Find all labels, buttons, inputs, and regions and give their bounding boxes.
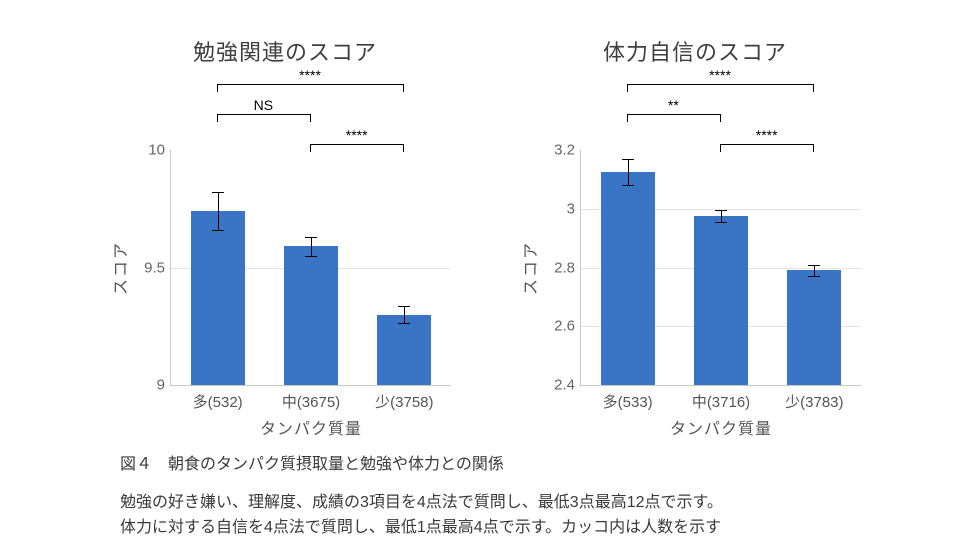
xtick-label: 中(3675) <box>282 391 340 412</box>
significance-bracket-tick <box>403 144 404 152</box>
plot-area: 2.42.62.833.2スコアタンパク質量多(533)中(3716)少(378… <box>580 150 861 386</box>
y-axis-title: スコア <box>107 240 131 294</box>
error-cap <box>212 192 224 193</box>
xtick-label: 少(3783) <box>785 391 843 412</box>
significance-label: ** <box>668 97 679 113</box>
figure-page: 勉強関連のスコア 99.510スコアタンパク質量多(532)中(3675)少(3… <box>0 0 980 551</box>
ytick-label: 3 <box>567 200 575 217</box>
chart-left-title: 勉強関連のスコア <box>193 35 377 67</box>
significance-bracket-tick <box>310 114 311 122</box>
error-cap <box>305 256 317 257</box>
caption-line-2: 体力に対する自信を4点法で質問し、最低1点最高4点で示す。カッコ内は人数を示す <box>120 516 860 541</box>
x-axis-title: タンパク質量 <box>260 415 362 439</box>
significance-bracket <box>627 84 814 85</box>
error-cap <box>305 237 317 238</box>
x-axis-title: タンパク質量 <box>670 415 772 439</box>
significance-bracket <box>217 114 310 115</box>
significance-bracket-tick <box>403 84 404 92</box>
ytick-label: 2.4 <box>554 377 575 394</box>
bar <box>787 270 841 385</box>
significance-label: NS <box>254 97 273 113</box>
ytick-label: 3.2 <box>554 142 575 159</box>
significance-bracket <box>627 114 720 115</box>
significance-bracket-tick <box>627 114 628 122</box>
caption-title: 図４ 朝食のタンパク質摂取量と勉強や体力との関係 <box>120 453 860 478</box>
significance-bracket-tick <box>627 84 628 92</box>
error-bar <box>628 159 629 185</box>
error-cap <box>808 276 820 277</box>
ytick-label: 10 <box>148 142 165 159</box>
significance-bracket-tick <box>720 144 721 152</box>
error-cap <box>212 230 224 231</box>
error-bar <box>721 210 722 222</box>
y-axis-title: スコア <box>517 240 541 294</box>
significance-bracket <box>720 144 813 145</box>
error-bar <box>404 306 405 322</box>
chart-left-body: 99.510スコアタンパク質量多(532)中(3675)少(3758)****N… <box>100 75 470 445</box>
significance-label: **** <box>299 67 321 83</box>
error-cap <box>715 222 727 223</box>
plot-area: 99.510スコアタンパク質量多(532)中(3675)少(3758) <box>170 150 451 386</box>
error-cap <box>622 185 634 186</box>
error-bar <box>218 192 219 230</box>
error-cap <box>398 323 410 324</box>
chart-right: 体力自信のスコア 2.4 2.6 2.8 3 3.2 スコアタンパク質量多(533) 中(3… <box>510 35 880 445</box>
figure-caption: 図４ 朝食のタンパク質摂取量と勉強や体力との関係 勉強の好き嫌い、理解度、成績の… <box>0 453 980 541</box>
significance-bracket <box>217 84 404 85</box>
ytick-label: 2.6 <box>554 318 575 335</box>
chart-right-title: 体力自信のスコア <box>603 35 787 67</box>
significance-label: **** <box>709 67 731 83</box>
ytick-label: 9.5 <box>144 259 165 276</box>
xtick-label: 多(532) <box>193 391 243 412</box>
bar <box>694 216 748 385</box>
significance-bracket-tick <box>217 114 218 122</box>
ytick-label: 9 <box>157 377 165 394</box>
bar <box>377 315 431 386</box>
xtick-label: 中(3716) <box>692 391 750 412</box>
xtick-label: 少(3758) <box>375 391 433 412</box>
error-bar <box>814 265 815 276</box>
charts-row: 勉強関連のスコア 99.510スコアタンパク質量多(532)中(3675)少(3… <box>0 0 980 445</box>
bar <box>191 211 245 385</box>
significance-label: **** <box>756 127 778 143</box>
significance-bracket-tick <box>217 84 218 92</box>
significance-bracket-tick <box>720 114 721 122</box>
error-cap <box>622 159 634 160</box>
chart-right-body: 2.4 2.6 2.8 3 3.2 スコアタンパク質量多(533) 中(3716) 少(378… <box>510 75 880 445</box>
error-cap <box>715 210 727 211</box>
error-cap <box>398 306 410 307</box>
error-bar <box>311 237 312 256</box>
significance-bracket-tick <box>310 144 311 152</box>
significance-bracket-tick <box>813 84 814 92</box>
bar <box>601 172 655 385</box>
chart-left: 勉強関連のスコア 99.510スコアタンパク質量多(532)中(3675)少(3… <box>100 35 470 445</box>
caption-line-1: 勉強の好き嫌い、理解度、成績の3項目を4点法で質問し、最低3点最高12点で示す。 <box>120 491 860 516</box>
error-cap <box>808 265 820 266</box>
ytick-label: 2.8 <box>554 259 575 276</box>
significance-label: **** <box>346 127 368 143</box>
significance-bracket <box>310 144 403 145</box>
xtick-label: 多(533) <box>603 391 653 412</box>
significance-bracket-tick <box>813 144 814 152</box>
bar <box>284 246 338 385</box>
